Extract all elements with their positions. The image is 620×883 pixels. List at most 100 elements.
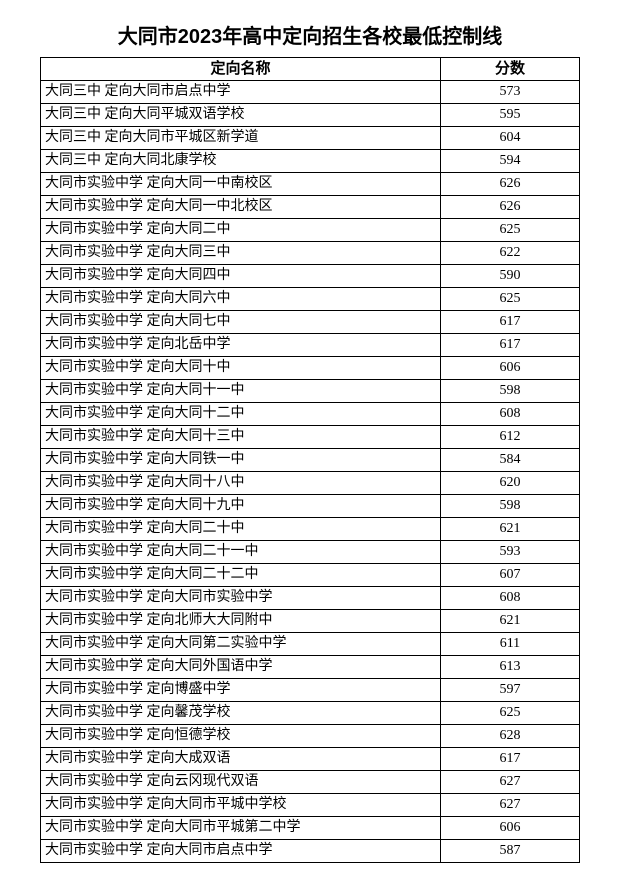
table-row: 大同市实验中学 定向大同市实验中学608	[41, 587, 580, 610]
cell-name: 大同市实验中学 定向云冈现代双语	[41, 771, 441, 794]
table-row: 大同市实验中学 定向云冈现代双语627	[41, 771, 580, 794]
col-header-score: 分数	[440, 58, 579, 81]
table-row: 大同市实验中学 定向大同第二实验中学611	[41, 633, 580, 656]
table-row: 大同三中 定向大同平城双语学校595	[41, 104, 580, 127]
table-row: 大同市实验中学 定向北岳中学617	[41, 334, 580, 357]
cell-score: 573	[440, 81, 579, 104]
cell-name: 大同市实验中学 定向大同一中南校区	[41, 173, 441, 196]
cell-score: 613	[440, 656, 579, 679]
table-row: 大同市实验中学 定向大同十九中598	[41, 495, 580, 518]
cell-score: 622	[440, 242, 579, 265]
cell-name: 大同三中 定向大同北康学校	[41, 150, 441, 173]
table-row: 大同市实验中学 定向大同二十中621	[41, 518, 580, 541]
cell-name: 大同市实验中学 定向大同十八中	[41, 472, 441, 495]
cell-name: 大同市实验中学 定向大同三中	[41, 242, 441, 265]
table-row: 大同市实验中学 定向大同三中622	[41, 242, 580, 265]
table-row: 大同市实验中学 定向大成双语617	[41, 748, 580, 771]
cell-score: 593	[440, 541, 579, 564]
cell-name: 大同市实验中学 定向大同一中北校区	[41, 196, 441, 219]
table-row: 大同三中 定向大同市平城区新学道604	[41, 127, 580, 150]
table-row: 大同市实验中学 定向博盛中学597	[41, 679, 580, 702]
cell-score: 626	[440, 196, 579, 219]
cell-name: 大同三中 定向大同市平城区新学道	[41, 127, 441, 150]
table-row: 大同市实验中学 定向大同十二中608	[41, 403, 580, 426]
cell-score: 604	[440, 127, 579, 150]
cell-score: 590	[440, 265, 579, 288]
cell-name: 大同三中 定向大同市启点中学	[41, 81, 441, 104]
cell-name: 大同市实验中学 定向大同十二中	[41, 403, 441, 426]
cell-score: 595	[440, 104, 579, 127]
table-row: 大同市实验中学 定向馨茂学校625	[41, 702, 580, 725]
cell-score: 617	[440, 334, 579, 357]
table-row: 大同市实验中学 定向大同市平城第二中学606	[41, 817, 580, 840]
cell-name: 大同市实验中学 定向大同四中	[41, 265, 441, 288]
cell-name: 大同市实验中学 定向大同六中	[41, 288, 441, 311]
cell-name: 大同市实验中学 定向大同市实验中学	[41, 587, 441, 610]
cell-score: 611	[440, 633, 579, 656]
table-row: 大同市实验中学 定向大同七中617	[41, 311, 580, 334]
cell-name: 大同市实验中学 定向馨茂学校	[41, 702, 441, 725]
cell-name: 大同市实验中学 定向大成双语	[41, 748, 441, 771]
cell-name: 大同市实验中学 定向博盛中学	[41, 679, 441, 702]
cell-score: 620	[440, 472, 579, 495]
cell-name: 大同市实验中学 定向大同二中	[41, 219, 441, 242]
cell-name: 大同市实验中学 定向大同二十中	[41, 518, 441, 541]
table-row: 大同市实验中学 定向大同二中625	[41, 219, 580, 242]
table-row: 大同市实验中学 定向大同二十二中607	[41, 564, 580, 587]
cell-score: 627	[440, 771, 579, 794]
cell-score: 607	[440, 564, 579, 587]
cell-name: 大同市实验中学 定向大同十三中	[41, 426, 441, 449]
cell-score: 625	[440, 219, 579, 242]
table-row: 大同市实验中学 定向大同一中北校区626	[41, 196, 580, 219]
cell-name: 大同三中 定向大同平城双语学校	[41, 104, 441, 127]
cell-name: 大同市实验中学 定向大同二十一中	[41, 541, 441, 564]
table-row: 大同市实验中学 定向大同外国语中学613	[41, 656, 580, 679]
cell-score: 617	[440, 311, 579, 334]
table-row: 大同市实验中学 定向大同十中606	[41, 357, 580, 380]
table-row: 大同市实验中学 定向恒德学校628	[41, 725, 580, 748]
cell-score: 598	[440, 380, 579, 403]
cell-name: 大同市实验中学 定向大同市启点中学	[41, 840, 441, 863]
table-row: 大同市实验中学 定向大同市启点中学587	[41, 840, 580, 863]
table-row: 大同市实验中学 定向大同十八中620	[41, 472, 580, 495]
table-row: 大同市实验中学 定向北师大大同附中621	[41, 610, 580, 633]
table-row: 大同三中 定向大同市启点中学573	[41, 81, 580, 104]
cell-score: 606	[440, 817, 579, 840]
cell-name: 大同市实验中学 定向北岳中学	[41, 334, 441, 357]
table-row: 大同三中 定向大同北康学校594	[41, 150, 580, 173]
table-row: 大同市实验中学 定向大同铁一中584	[41, 449, 580, 472]
cell-name: 大同市实验中学 定向大同铁一中	[41, 449, 441, 472]
cell-score: 587	[440, 840, 579, 863]
page: 大同市2023年高中定向招生各校最低控制线 定向名称 分数 大同三中 定向大同市…	[0, 0, 620, 883]
cell-name: 大同市实验中学 定向大同市平城中学校	[41, 794, 441, 817]
cell-score: 612	[440, 426, 579, 449]
score-table: 定向名称 分数 大同三中 定向大同市启点中学573大同三中 定向大同平城双语学校…	[40, 57, 580, 863]
table-row: 大同市实验中学 定向大同一中南校区626	[41, 173, 580, 196]
cell-name: 大同市实验中学 定向大同第二实验中学	[41, 633, 441, 656]
table-row: 大同市实验中学 定向大同六中625	[41, 288, 580, 311]
cell-score: 594	[440, 150, 579, 173]
cell-score: 625	[440, 288, 579, 311]
cell-score: 617	[440, 748, 579, 771]
page-title: 大同市2023年高中定向招生各校最低控制线	[40, 20, 580, 49]
cell-score: 626	[440, 173, 579, 196]
cell-name: 大同市实验中学 定向大同七中	[41, 311, 441, 334]
cell-name: 大同市实验中学 定向北师大大同附中	[41, 610, 441, 633]
table-header-row: 定向名称 分数	[41, 58, 580, 81]
cell-score: 621	[440, 518, 579, 541]
cell-name: 大同市实验中学 定向大同二十二中	[41, 564, 441, 587]
cell-score: 606	[440, 357, 579, 380]
cell-score: 597	[440, 679, 579, 702]
cell-score: 608	[440, 587, 579, 610]
table-row: 大同市实验中学 定向大同十三中612	[41, 426, 580, 449]
cell-score: 625	[440, 702, 579, 725]
cell-name: 大同市实验中学 定向大同十九中	[41, 495, 441, 518]
table-row: 大同市实验中学 定向大同二十一中593	[41, 541, 580, 564]
cell-score: 598	[440, 495, 579, 518]
cell-name: 大同市实验中学 定向大同十中	[41, 357, 441, 380]
table-row: 大同市实验中学 定向大同十一中598	[41, 380, 580, 403]
table-row: 大同市实验中学 定向大同四中590	[41, 265, 580, 288]
table-row: 大同市实验中学 定向大同市平城中学校627	[41, 794, 580, 817]
cell-score: 628	[440, 725, 579, 748]
cell-name: 大同市实验中学 定向大同十一中	[41, 380, 441, 403]
